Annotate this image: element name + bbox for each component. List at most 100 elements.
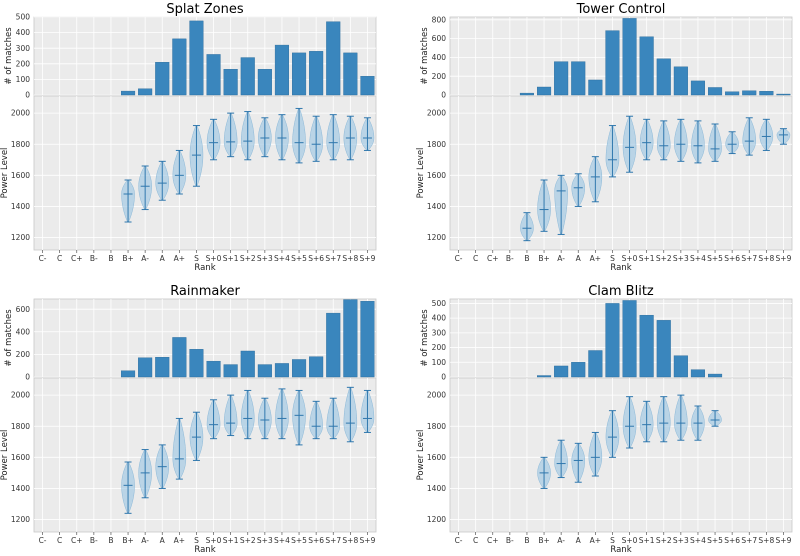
- bar-S+5: [708, 87, 723, 96]
- violin-S: [189, 125, 204, 187]
- bar-y-tick-label: 100: [16, 75, 31, 84]
- violin-S+6: [309, 400, 323, 440]
- bar-plot-background: [449, 16, 793, 96]
- bar-S+5: [292, 359, 307, 378]
- x-tick-label: A+: [174, 254, 185, 263]
- bar-A+: [172, 337, 187, 378]
- violin-A: [571, 442, 585, 483]
- x-tick-label: S+2: [240, 254, 256, 263]
- violin-S+7: [326, 397, 340, 440]
- bar-S+1: [223, 364, 238, 378]
- violin-S+5: [292, 389, 306, 446]
- violin-S+8: [759, 118, 774, 151]
- violin-A+: [588, 431, 603, 477]
- violin-S+6: [309, 115, 323, 162]
- bar-S+3: [673, 66, 688, 96]
- violin-y-tick-label: 2000: [11, 109, 30, 118]
- violin-A-: [138, 165, 152, 211]
- bar-y-tick-label: 200: [432, 343, 447, 352]
- bar-S+2: [656, 320, 671, 378]
- violin-S+0: [622, 396, 637, 449]
- violin-x-axis-label: Rank: [194, 263, 215, 273]
- violin-plot-background: [33, 95, 377, 251]
- x-tick-label: S+3: [673, 254, 689, 263]
- bar-S+0: [206, 360, 221, 378]
- bar-B+: [537, 86, 552, 96]
- violin-S+2: [241, 111, 255, 161]
- violin-S: [605, 410, 620, 458]
- x-tick-label: S+9: [360, 536, 376, 545]
- bar-S: [189, 349, 204, 378]
- chart-title: Rainmaker: [170, 284, 240, 299]
- violin-x-axis-label: Rank: [610, 545, 631, 555]
- bar-y-tick-label: 0: [441, 373, 446, 382]
- x-tick-label: C-: [39, 536, 47, 545]
- violin-S+4: [275, 114, 289, 161]
- bar-S+1: [639, 36, 654, 96]
- bar-S: [605, 303, 620, 378]
- bar-A: [155, 62, 170, 96]
- x-tick-label: C: [57, 536, 62, 545]
- bar-B+: [121, 370, 136, 378]
- x-tick-label: A-: [557, 254, 565, 263]
- bar-S+8: [759, 91, 774, 96]
- x-tick-label: B: [108, 536, 113, 545]
- violin-A: [571, 173, 585, 207]
- bar-S+2: [656, 58, 671, 96]
- bar-A+: [588, 350, 603, 378]
- violin-A-: [554, 439, 568, 479]
- x-tick-label: S+0: [206, 536, 222, 545]
- x-tick-label: S+8: [758, 536, 774, 545]
- bar-y-tick-label: 200: [16, 350, 31, 359]
- bar-S+7: [326, 21, 341, 96]
- violin-y-tick-label: 1400: [427, 202, 446, 211]
- bar-S+3: [257, 69, 272, 96]
- violin-S+8: [343, 115, 358, 161]
- x-tick-label: A: [576, 254, 582, 263]
- bar-A: [155, 357, 170, 378]
- x-tick-label: S+7: [325, 254, 341, 263]
- x-tick-label: B+: [538, 536, 549, 545]
- violin-S+5: [708, 410, 722, 427]
- bar-A: [571, 61, 586, 96]
- violin-y-tick-label: 1400: [11, 484, 30, 493]
- violin-S+0: [622, 115, 637, 173]
- violin-S+1: [223, 112, 238, 158]
- bar-S+1: [223, 69, 238, 96]
- violin-S+2: [656, 396, 671, 443]
- x-tick-label: S+6: [308, 536, 324, 545]
- violin-S+7: [326, 114, 341, 161]
- violin-A-: [138, 449, 152, 499]
- x-tick-label: C-: [39, 254, 47, 263]
- bar-S+8: [343, 52, 358, 96]
- x-tick-label: A: [160, 536, 166, 545]
- violin-S+4: [275, 388, 289, 440]
- x-tick-label: C: [473, 536, 478, 545]
- bar-S+3: [673, 355, 688, 378]
- violin-plot-background: [33, 377, 377, 533]
- bar-A-: [138, 357, 153, 378]
- bar-y-tick-label: 400: [16, 28, 31, 37]
- x-tick-label: S: [194, 536, 199, 545]
- bar-y-tick-label: 300: [16, 44, 31, 53]
- bar-y-tick-label: 0: [25, 373, 30, 382]
- bar-A-: [554, 365, 569, 378]
- violin-B: [520, 212, 534, 242]
- violin-S+5: [292, 107, 306, 164]
- bar-A+: [588, 79, 603, 96]
- violin-y-tick-label: 1200: [427, 233, 446, 242]
- x-tick-label: S+5: [707, 536, 723, 545]
- violin-y-tick-label: 1200: [11, 233, 30, 242]
- chart-title: Tower Control: [576, 2, 666, 17]
- x-tick-label: S+6: [724, 254, 740, 263]
- x-tick-label: S+8: [342, 536, 358, 545]
- violin-y-tick-label: 1200: [11, 515, 30, 524]
- x-tick-label: B-: [506, 536, 514, 545]
- bar-S+5: [708, 373, 723, 378]
- violin-S+4: [691, 405, 705, 441]
- bar-S: [605, 30, 620, 96]
- bar-plot-background: [449, 298, 793, 378]
- bar-A+: [172, 38, 187, 96]
- violin-S+6: [725, 131, 739, 155]
